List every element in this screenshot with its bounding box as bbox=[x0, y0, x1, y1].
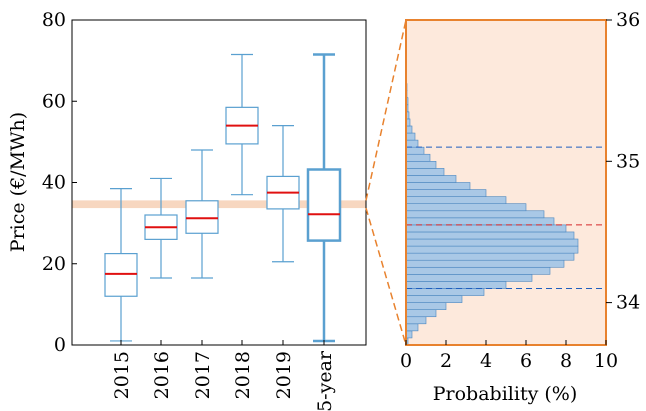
boxplot-y-axis-label: Price (€/MWh) bbox=[7, 112, 29, 252]
histogram-bar bbox=[405, 281, 507, 289]
x-tick-label: 0 bbox=[400, 350, 412, 372]
histogram-bar bbox=[405, 245, 579, 254]
histogram-bar bbox=[405, 196, 507, 204]
boxplot-frame bbox=[71, 19, 367, 346]
box-2016: 2016 bbox=[144, 177, 178, 399]
histogram-bar bbox=[405, 231, 575, 240]
histogram-bars bbox=[405, 76, 579, 346]
box-2018: 2018 bbox=[225, 53, 259, 399]
box-2015: 2015 bbox=[104, 187, 138, 399]
box-iqr bbox=[104, 252, 138, 297]
boxplot-boxes: 2015 2016 2017 2018 2019 5-year bbox=[104, 53, 342, 411]
histogram-bar bbox=[405, 153, 431, 162]
zoom-connector-lower bbox=[365, 207, 407, 346]
histogram-bar bbox=[405, 217, 555, 226]
box-iqr bbox=[306, 168, 342, 242]
histogram-bar bbox=[405, 161, 437, 169]
histogram-bar bbox=[405, 316, 427, 325]
x-tick-label: 10 bbox=[594, 350, 618, 372]
y-tick-label: 40 bbox=[42, 172, 66, 194]
histogram-bar bbox=[405, 252, 575, 261]
zoom-connector-upper bbox=[365, 19, 407, 201]
y-tick-label: 20 bbox=[42, 253, 66, 275]
histogram-bar bbox=[405, 323, 419, 332]
x-tick-label: 2015 bbox=[111, 351, 133, 399]
x-tick-label: 2017 bbox=[192, 351, 214, 399]
y-tick-label: 0 bbox=[54, 334, 66, 356]
histogram-bar bbox=[405, 302, 447, 310]
x-tick-label: 8 bbox=[560, 350, 572, 372]
box-5-year: 5-year bbox=[306, 53, 342, 411]
histogram-bar bbox=[405, 238, 579, 247]
box-2017: 2017 bbox=[185, 149, 219, 399]
histogram-bar bbox=[405, 266, 551, 275]
boxplot-panel: 0 20 40 60 80 2015 2016 2017 2018 2019 5-year Pri… bbox=[7, 9, 367, 411]
boxplot-highlight-band bbox=[72, 200, 366, 209]
x-tick-label: 2 bbox=[440, 350, 452, 372]
box-iqr bbox=[185, 200, 219, 234]
x-tick-label: 4 bbox=[480, 350, 492, 372]
x-tick-label: 5-year bbox=[314, 350, 336, 411]
histogram-bar bbox=[405, 182, 471, 190]
y-tick-label: 60 bbox=[42, 90, 66, 112]
x-tick-label: 6 bbox=[520, 350, 532, 372]
y-tick-label: 34 bbox=[616, 292, 640, 314]
histogram-bar bbox=[405, 309, 437, 318]
zoom-connectors bbox=[365, 19, 407, 346]
histogram-bar bbox=[405, 168, 445, 176]
histogram-bar bbox=[405, 210, 545, 219]
histogram-bar bbox=[405, 224, 567, 233]
y-tick-label: 36 bbox=[616, 9, 640, 31]
x-tick-label: 2019 bbox=[273, 351, 295, 399]
x-tick-label: 2016 bbox=[151, 351, 173, 399]
box-2019: 2019 bbox=[266, 125, 300, 399]
histogram-bar bbox=[405, 132, 416, 141]
histogram-bar bbox=[405, 203, 527, 212]
histogram-panel: 0 2 4 6 8 10 34 35 36 Probability (%) bbox=[400, 9, 640, 405]
histogram-frame bbox=[405, 19, 607, 346]
histogram-bar bbox=[405, 189, 487, 197]
x-tick-label: 2018 bbox=[232, 351, 254, 399]
histogram-x-axis-label: Probability (%) bbox=[433, 383, 577, 405]
histogram-bar bbox=[405, 146, 425, 155]
histogram-axis: 0 2 4 6 8 10 34 35 36 bbox=[400, 9, 640, 372]
y-tick-label: 80 bbox=[42, 9, 66, 31]
histogram-bar bbox=[405, 295, 463, 303]
y-tick-label: 35 bbox=[616, 150, 640, 172]
histogram-bar bbox=[405, 259, 565, 268]
histogram-bar bbox=[405, 175, 457, 183]
histogram-bar bbox=[405, 288, 485, 296]
histogram-bar bbox=[405, 274, 533, 282]
histogram-bar bbox=[405, 139, 419, 148]
histogram-reference-lines bbox=[406, 146, 606, 289]
boxplot-axis: 0 20 40 60 80 bbox=[42, 9, 77, 356]
